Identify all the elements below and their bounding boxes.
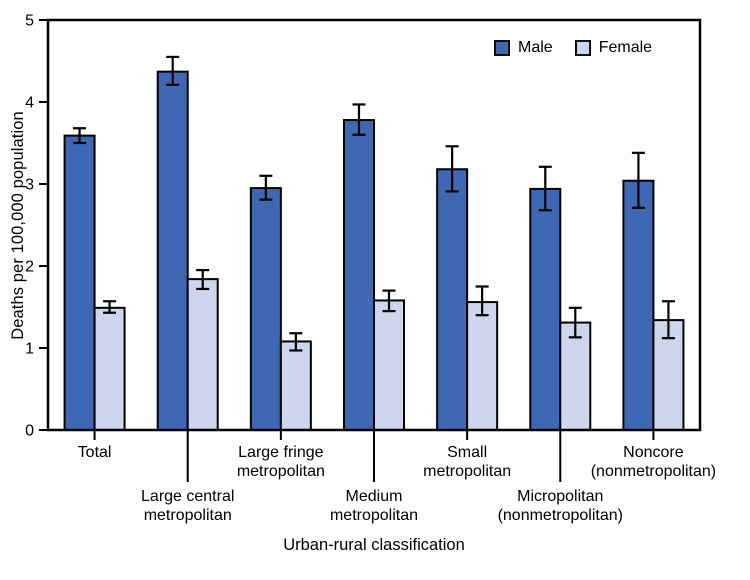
bar-male <box>63 134 96 431</box>
category-label: Large fringe metropolitan <box>237 444 325 480</box>
y-tick-label: 2 <box>25 259 34 276</box>
legend: Male Female <box>494 40 652 56</box>
bar-male <box>249 187 282 431</box>
legend-item-female: Female <box>574 39 653 56</box>
bar-female <box>186 278 219 431</box>
bar-female <box>373 299 405 431</box>
y-tick-label: 5 <box>25 13 34 30</box>
bar-male <box>436 168 469 432</box>
bar-male <box>529 187 562 431</box>
bar-male <box>343 119 375 431</box>
bar-male <box>622 179 655 431</box>
y-tick-label: 3 <box>25 177 34 194</box>
legend-item-male: Male <box>494 40 553 56</box>
bar-female <box>466 301 499 431</box>
male-swatch-icon <box>494 40 510 56</box>
bar-female <box>559 321 592 431</box>
category-label: Micropolitan (nonmetropolitan) <box>498 488 623 524</box>
y-tick-label: 4 <box>25 95 34 112</box>
category-label: Small metropolitan <box>423 444 511 480</box>
legend-label-female: Female <box>598 39 653 56</box>
category-label: Noncore (nonmetropolitan) <box>591 444 716 480</box>
bar-male <box>156 70 189 431</box>
category-label: Total <box>78 444 112 461</box>
female-swatch-icon <box>574 40 591 56</box>
category-label: Medium metropolitan <box>330 488 418 524</box>
category-label: Large central metropolitan <box>141 488 234 524</box>
bar-female <box>93 306 126 432</box>
bar-female <box>279 340 312 431</box>
y-tick-label: 1 <box>25 341 34 358</box>
legend-label-male: Male <box>518 39 553 56</box>
x-axis-title: Urban-rural classification <box>283 536 465 554</box>
y-tick-label: 0 <box>25 423 34 440</box>
